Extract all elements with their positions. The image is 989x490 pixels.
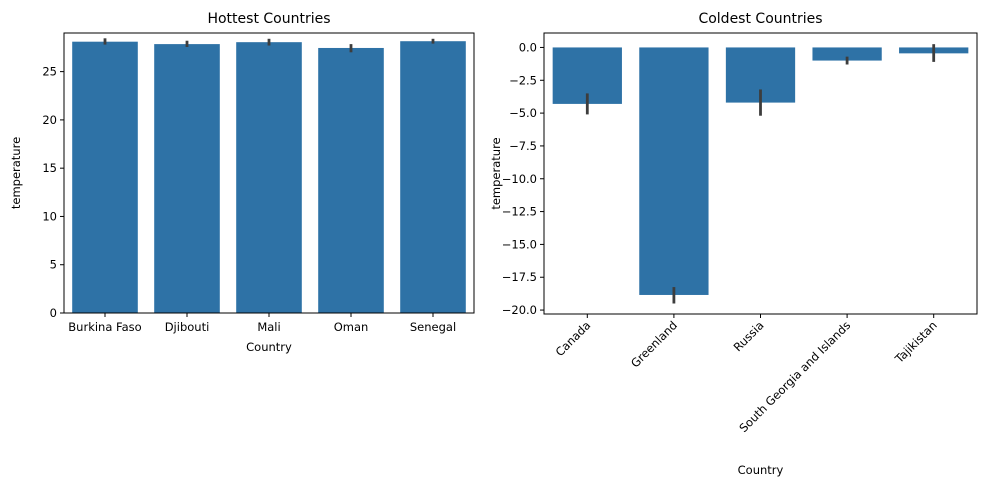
x-tick-label: Canada xyxy=(553,318,594,359)
x-tick-label: Burkina Faso xyxy=(68,320,141,334)
x-axis-label: Country xyxy=(738,463,784,477)
y-tick-label: −7.5 xyxy=(509,139,537,153)
y-tick-label: −2.5 xyxy=(509,73,537,87)
bar xyxy=(639,47,709,295)
y-tick-label: −5.0 xyxy=(509,106,537,120)
hottest-countries-chart: 0 5 10 15 20 25 Burkina Faso Djibouti Mali Oman Se… xyxy=(9,11,475,354)
y-tick-label: 10 xyxy=(42,209,57,223)
x-tick-label: Oman xyxy=(334,320,369,334)
y-axis-label: temperature xyxy=(9,137,23,209)
x-tick-label: Senegal xyxy=(410,320,456,334)
y-tick-label: 5 xyxy=(50,258,57,272)
bar xyxy=(72,41,138,313)
x-tick-label: Tajikistan xyxy=(892,318,940,366)
x-tick-label: Russia xyxy=(731,318,767,354)
y-tick-label: 15 xyxy=(42,161,57,175)
chart-title: Coldest Countries xyxy=(698,11,822,27)
y-tick-label: 20 xyxy=(42,113,57,127)
y-tick-label: −17.5 xyxy=(502,270,537,284)
bar xyxy=(812,47,882,61)
x-axis-label: Country xyxy=(246,340,292,354)
bar xyxy=(154,44,220,313)
y-tick-label: −12.5 xyxy=(502,205,537,219)
bar xyxy=(236,42,302,313)
bar xyxy=(400,41,466,313)
y-tick-label: 0 xyxy=(50,306,57,320)
y-tick-label: −10.0 xyxy=(502,172,537,186)
y-axis-label: temperature xyxy=(489,137,503,209)
y-tick-label: −15.0 xyxy=(502,237,537,251)
x-tick-label: Djibouti xyxy=(165,320,210,334)
bar xyxy=(318,47,384,314)
y-tick-label: −20.0 xyxy=(502,303,537,317)
y-tick-label: 0.0 xyxy=(519,40,537,54)
x-tick-label: Mali xyxy=(257,320,280,334)
y-tick-label: 25 xyxy=(42,65,57,79)
x-tick-label: Greenland xyxy=(628,318,680,370)
chart-title: Hottest Countries xyxy=(207,11,330,27)
coldest-countries-chart: 0.0 −2.5 −5.0 −7.5 −10.0 −12.5 −15.0 −17.5 −20.0… xyxy=(489,11,978,477)
